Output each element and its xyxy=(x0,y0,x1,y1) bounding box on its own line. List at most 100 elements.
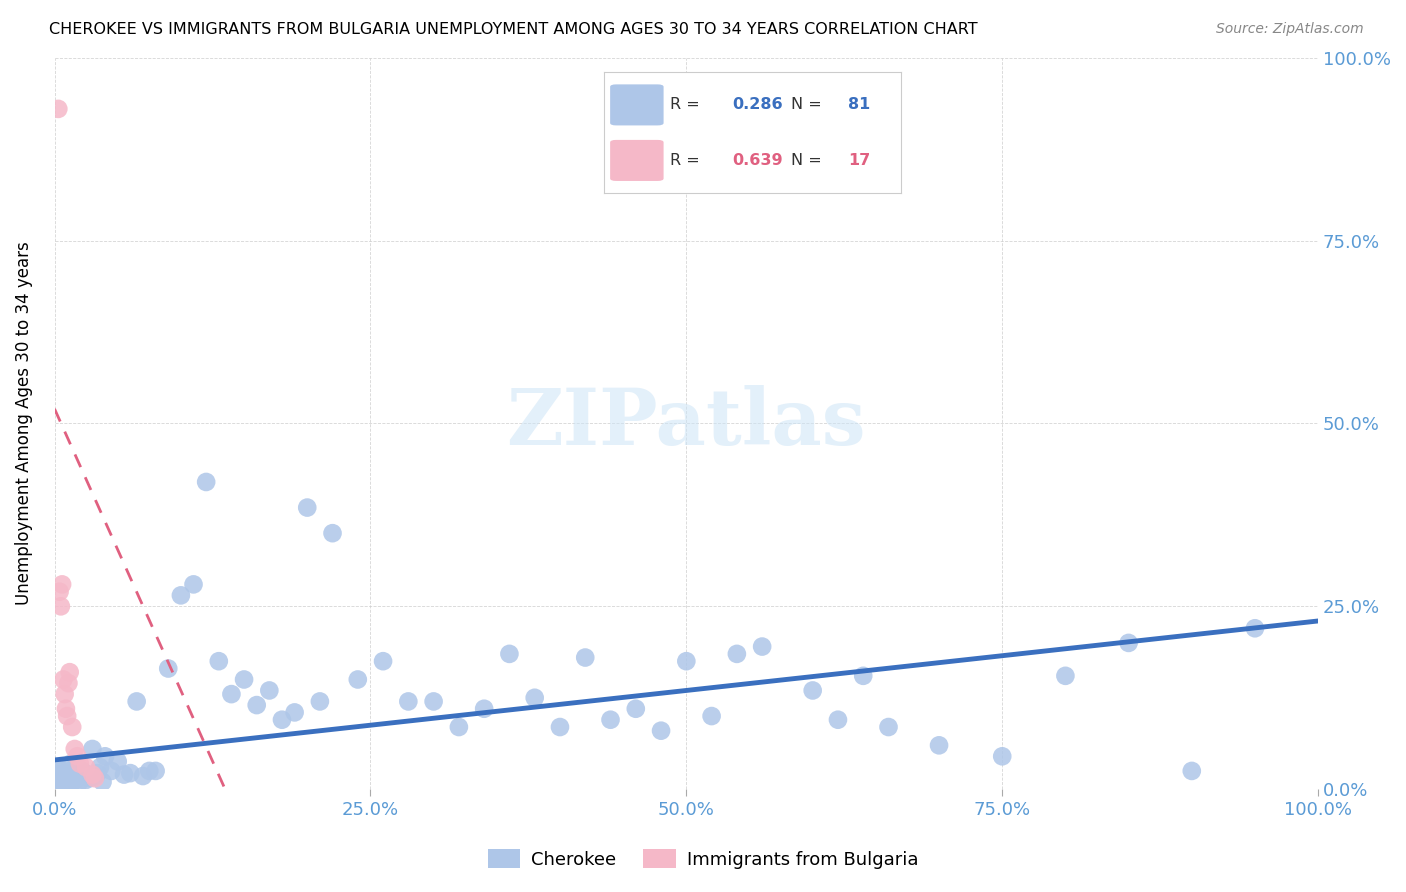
Point xyxy=(422,694,444,708)
Point xyxy=(53,780,76,795)
Point xyxy=(86,766,108,780)
Point xyxy=(297,500,319,515)
Point xyxy=(63,742,86,756)
Point xyxy=(94,749,117,764)
Point xyxy=(51,577,73,591)
Point xyxy=(49,780,72,794)
Point xyxy=(877,720,900,734)
Point xyxy=(1244,621,1267,635)
Point xyxy=(46,779,69,793)
Point xyxy=(69,769,91,783)
Point xyxy=(991,749,1014,764)
Point xyxy=(523,690,546,705)
Point xyxy=(246,698,269,712)
Point xyxy=(49,599,72,614)
Point xyxy=(55,702,77,716)
Point xyxy=(53,769,76,783)
Point xyxy=(132,769,155,783)
Point xyxy=(107,755,129,769)
Point xyxy=(852,669,875,683)
Point xyxy=(46,102,69,116)
Point xyxy=(138,764,160,778)
Point xyxy=(1118,636,1140,650)
Point xyxy=(51,771,73,785)
Point xyxy=(498,647,520,661)
Point xyxy=(195,475,218,489)
Point xyxy=(157,661,180,675)
Point xyxy=(675,654,697,668)
Point xyxy=(59,771,82,785)
Point xyxy=(1054,669,1077,683)
Point xyxy=(72,764,94,778)
Point xyxy=(650,723,672,738)
Legend: Cherokee, Immigrants from Bulgaria: Cherokee, Immigrants from Bulgaria xyxy=(481,841,925,876)
Point xyxy=(76,767,98,781)
Point xyxy=(60,775,83,789)
Point xyxy=(91,775,114,789)
Point xyxy=(53,687,76,701)
Point xyxy=(120,766,142,780)
Point xyxy=(346,673,368,687)
Point xyxy=(928,739,950,753)
Point xyxy=(221,687,243,701)
Text: ZIPatlas: ZIPatlas xyxy=(506,385,866,461)
Point xyxy=(751,640,773,654)
Point xyxy=(48,584,70,599)
Point xyxy=(55,773,77,788)
Point xyxy=(1181,764,1204,778)
Point xyxy=(58,676,80,690)
Point xyxy=(183,577,205,591)
Text: CHEROKEE VS IMMIGRANTS FROM BULGARIA UNEMPLOYMENT AMONG AGES 30 TO 34 YEARS CORR: CHEROKEE VS IMMIGRANTS FROM BULGARIA UNE… xyxy=(49,22,977,37)
Point xyxy=(56,709,79,723)
Point xyxy=(125,694,148,708)
Point xyxy=(472,702,495,716)
Point xyxy=(59,665,82,680)
Point xyxy=(59,756,82,771)
Point xyxy=(52,673,75,687)
Point xyxy=(322,526,344,541)
Point xyxy=(170,588,193,602)
Point xyxy=(100,764,122,778)
Point xyxy=(63,773,86,788)
Point xyxy=(58,776,80,790)
Point xyxy=(548,720,571,734)
Point xyxy=(73,773,96,788)
Point xyxy=(82,767,104,781)
Point xyxy=(309,694,332,708)
Point xyxy=(56,781,79,796)
Y-axis label: Unemployment Among Ages 30 to 34 years: Unemployment Among Ages 30 to 34 years xyxy=(15,242,32,606)
Point xyxy=(574,650,596,665)
Point xyxy=(65,767,87,781)
Point xyxy=(66,771,89,785)
Point xyxy=(56,766,79,780)
Point xyxy=(60,720,83,734)
Point xyxy=(271,713,294,727)
Point xyxy=(75,760,97,774)
Point xyxy=(112,767,135,781)
Point xyxy=(67,776,90,790)
Point xyxy=(89,760,111,774)
Text: Source: ZipAtlas.com: Source: ZipAtlas.com xyxy=(1216,22,1364,37)
Point xyxy=(801,683,824,698)
Point xyxy=(396,694,419,708)
Point xyxy=(624,702,647,716)
Point xyxy=(46,760,69,774)
Point xyxy=(66,749,89,764)
Point xyxy=(82,742,104,756)
Point xyxy=(259,683,281,698)
Point xyxy=(84,771,107,785)
Point xyxy=(69,756,91,771)
Point xyxy=(208,654,231,668)
Point xyxy=(233,673,256,687)
Point xyxy=(447,720,470,734)
Point xyxy=(79,771,101,785)
Point xyxy=(145,764,167,778)
Point xyxy=(52,775,75,789)
Point xyxy=(48,767,70,781)
Point xyxy=(827,713,849,727)
Point xyxy=(62,762,84,776)
Point xyxy=(700,709,723,723)
Point xyxy=(725,647,748,661)
Point xyxy=(599,713,621,727)
Point xyxy=(371,654,394,668)
